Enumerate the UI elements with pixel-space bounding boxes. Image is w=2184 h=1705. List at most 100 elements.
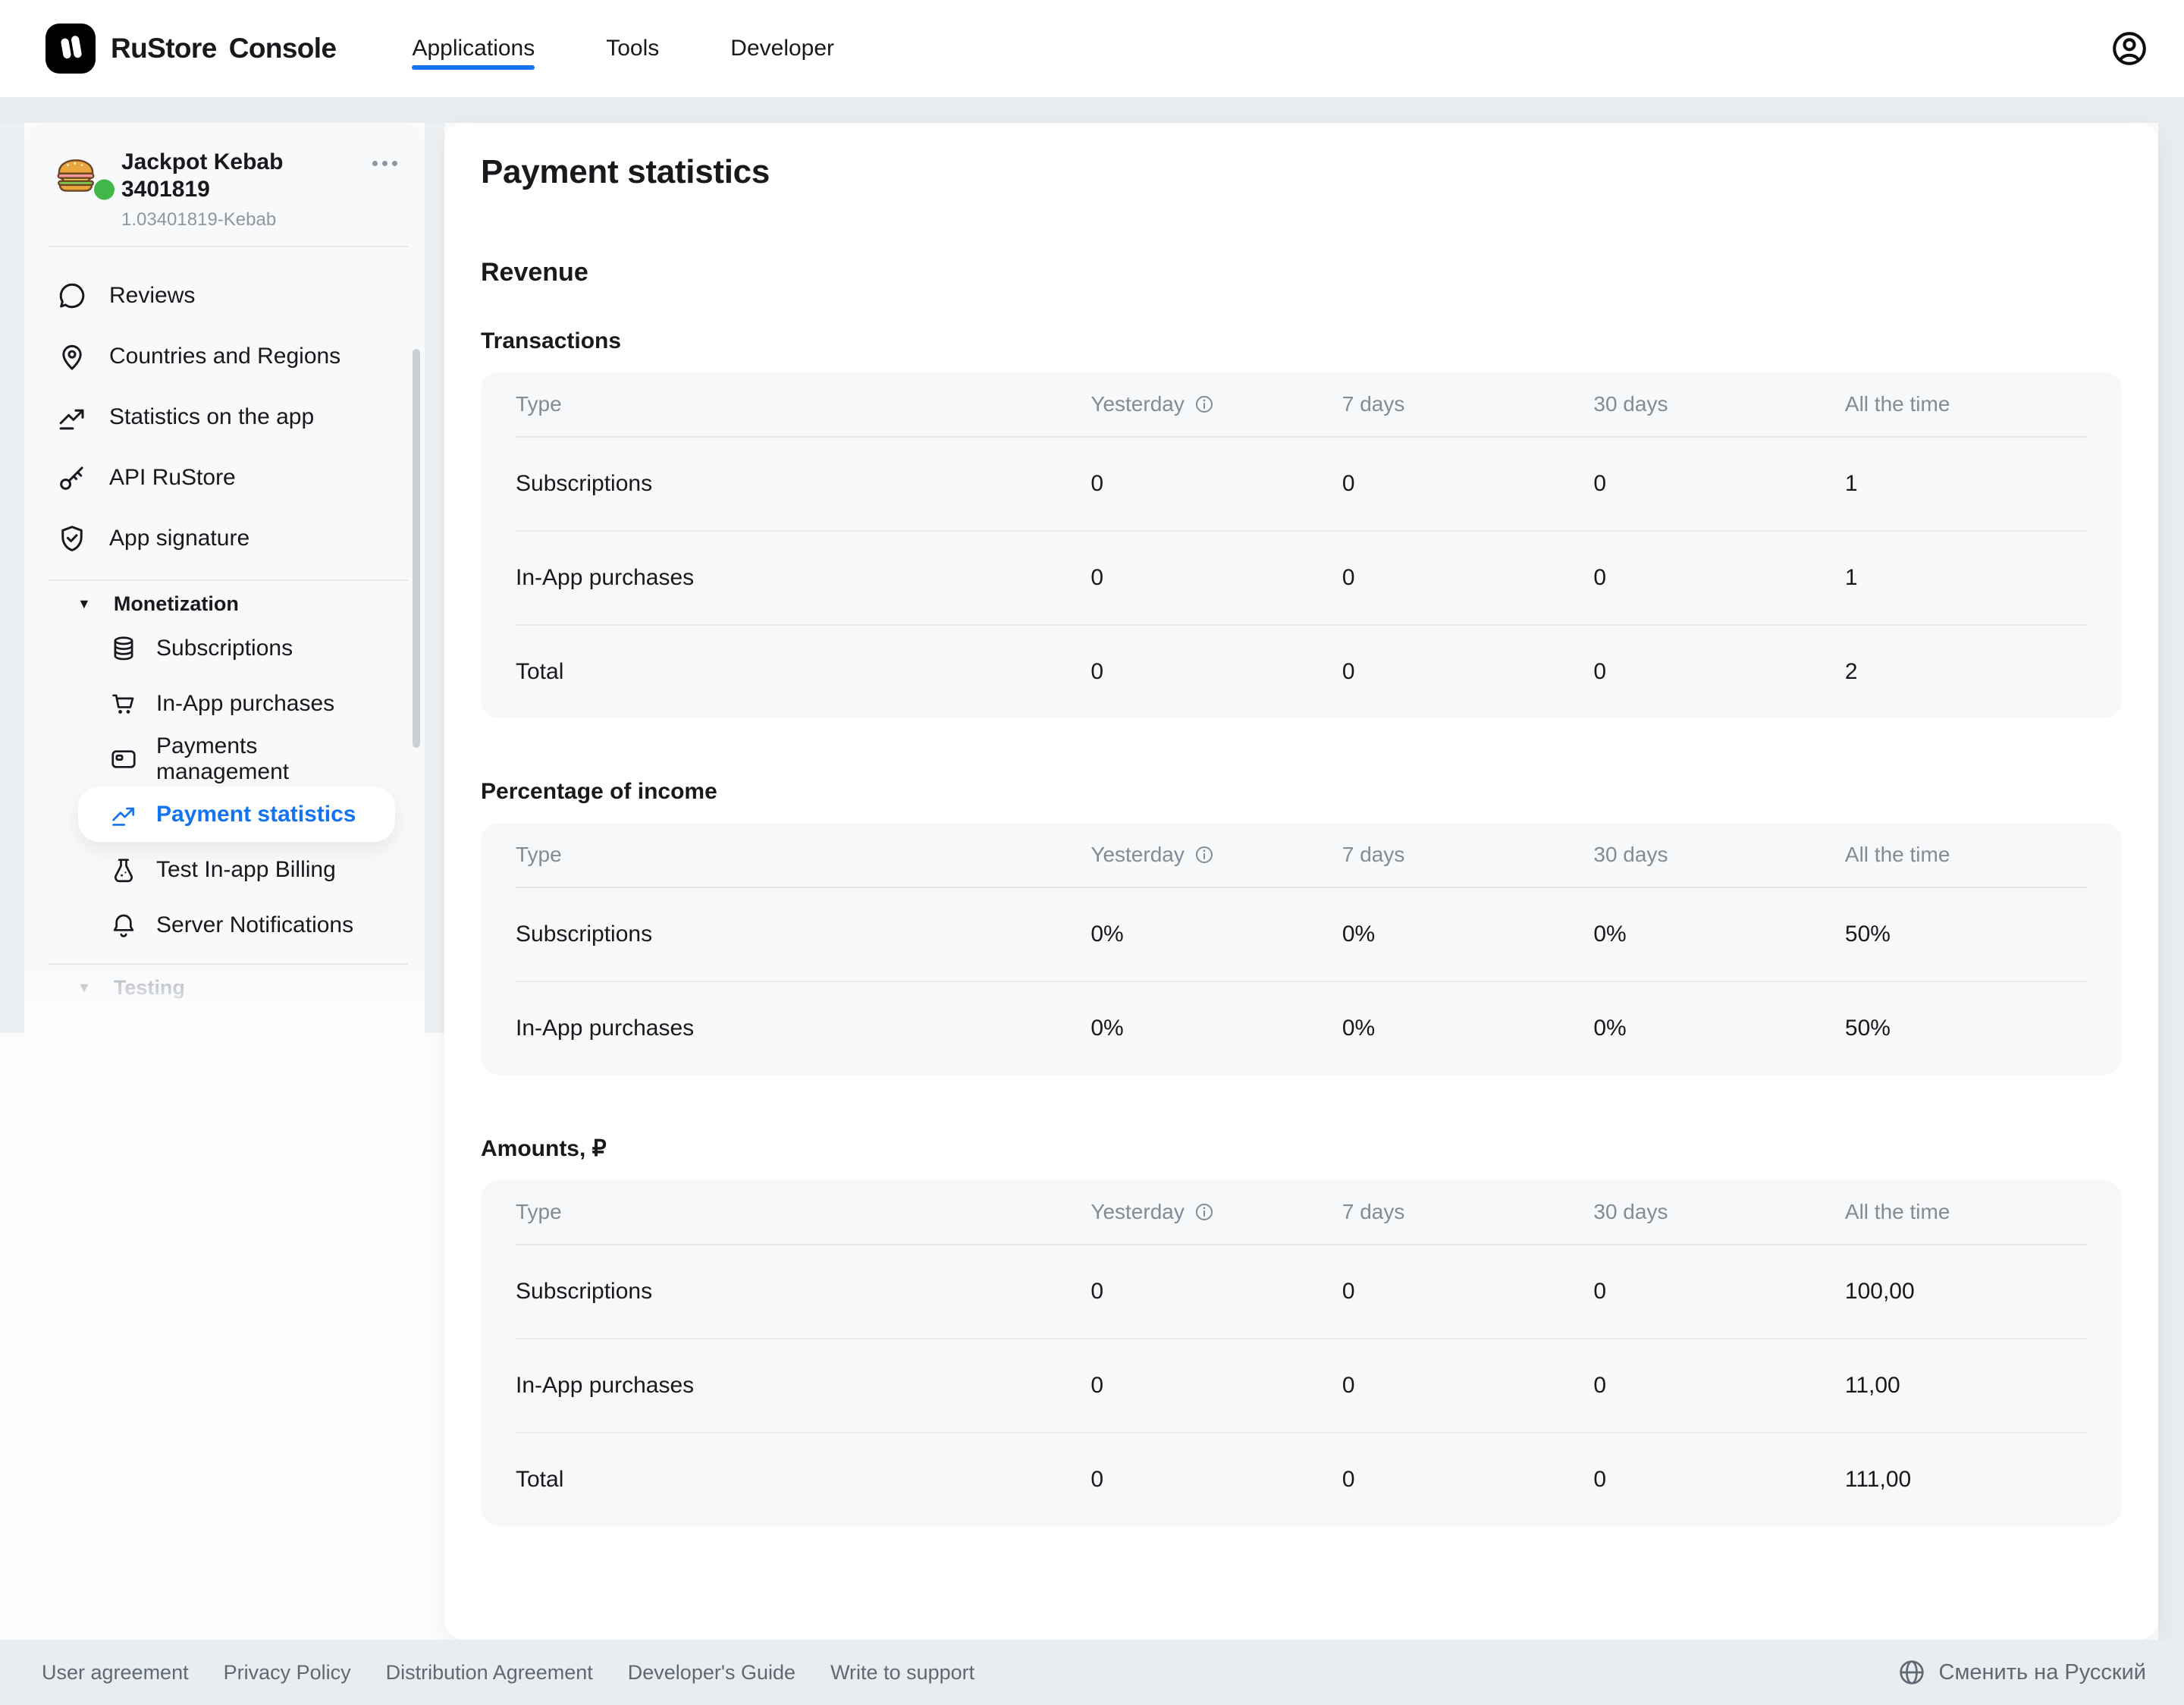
cell-type: In-App purchases [516, 1373, 695, 1398]
column-header-7-days: 7 days [1342, 843, 1594, 867]
sidebar-item-subscriptions[interactable]: Subscriptions [78, 620, 395, 676]
cell-value: 0 [1341, 659, 1355, 684]
cell-value: 0 [1090, 1373, 1104, 1398]
table-row: Total 0 0 0 2 [516, 626, 2087, 718]
table-section-amounts: Amounts, ₽ Type Yesterday 7 days 30 days All … [481, 1135, 2122, 1526]
sidebar-item-label: Reviews [109, 283, 196, 308]
language-switcher[interactable]: Сменить на Русский [1897, 1657, 2146, 1688]
sidebar-item-label: API RuStore [109, 465, 236, 490]
cell-type: In-App purchases [516, 1016, 695, 1041]
cell-value: 0% [1090, 922, 1124, 947]
sidebar-item-test-in-app-billing[interactable]: Test In-app Billing [78, 842, 395, 897]
sidebar-item-app-signature[interactable]: App signature [24, 508, 425, 569]
column-header-type: Type [516, 392, 1090, 416]
column-header-label: 30 days [1593, 1200, 1668, 1223]
table-card: Type Yesterday 7 days 30 days All the time Su… [481, 823, 2122, 1075]
cell-type: Total [516, 1467, 564, 1492]
main-nav: Applications Tools Developer [412, 0, 834, 97]
cell-value: 0 [1090, 1279, 1104, 1304]
footer-link-user-agreement[interactable]: User agreement [42, 1660, 189, 1684]
cell-value: 111,00 [1844, 1467, 1912, 1492]
info-icon[interactable] [1194, 844, 1215, 865]
column-header-7-days: 7 days [1342, 1200, 1594, 1224]
cell-value: 0 [1090, 471, 1104, 496]
sidebar-item-countries-and-regions[interactable]: Countries and Regions [24, 326, 425, 387]
app-info: Jackpot Kebab 3401819 1.03401819-Kebab [94, 149, 284, 231]
column-header-30-days: 30 days [1593, 1200, 1845, 1224]
nav-developer[interactable]: Developer [730, 0, 834, 97]
nav-applications[interactable]: Applications [412, 0, 535, 97]
sidebar-item-payments-management[interactable]: Payments management [78, 731, 395, 787]
main-panel: Payment statistics Revenue Transactions T… [444, 123, 2158, 1640]
credit-card-icon [109, 745, 138, 774]
column-header-7-days: 7 days [1342, 392, 1594, 416]
account-icon[interactable] [2109, 28, 2150, 69]
column-header-type: Type [516, 1200, 1090, 1224]
key-icon [56, 462, 88, 494]
cell-value: 0 [1090, 565, 1104, 590]
cell-type: Total [516, 659, 564, 684]
column-header-label: Yesterday [1090, 392, 1185, 416]
cell-value: 1 [1844, 471, 1858, 496]
column-header-all-the-time: All the time [1845, 843, 2087, 867]
sidebar-section-testing[interactable]: ▼ Testing [24, 971, 425, 1004]
rustore-logo-icon [46, 24, 96, 74]
sidebar-item-reviews[interactable]: Reviews [24, 265, 425, 326]
cell-value: 1 [1844, 565, 1858, 590]
content-area: Jackpot Kebab 3401819 1.03401819-Kebab R… [0, 123, 2184, 1640]
app-header: RuStore Console Applications Tools Develop… [0, 0, 2184, 97]
sidebar-item-server-notifications[interactable]: Server Notifications [78, 897, 395, 953]
cell-value: 0% [1341, 922, 1376, 947]
footer-link-privacy-policy[interactable]: Privacy Policy [223, 1660, 351, 1684]
table-card: Type Yesterday 7 days 30 days All the time Su… [481, 372, 2122, 718]
column-header-type: Type [516, 843, 1090, 867]
sidebar-divider [49, 579, 408, 581]
column-header-label: 30 days [1593, 392, 1668, 416]
column-header-yesterday: Yesterday [1090, 843, 1342, 867]
cell-type: Subscriptions [516, 471, 653, 496]
app-name-line1: Jackpot Kebab [121, 149, 284, 174]
sidebar-item-label: In-App purchases [156, 690, 335, 716]
sidebar-item-payment-statistics[interactable]: Payment statistics [78, 787, 395, 842]
info-icon[interactable] [1194, 394, 1215, 415]
sidebar-divider [49, 246, 408, 247]
cell-value: 50% [1844, 1016, 1891, 1041]
trend-up-icon [56, 401, 88, 433]
right-gutter [2158, 123, 2184, 1640]
column-header-30-days: 30 days [1593, 843, 1845, 867]
sidebar-divider [49, 963, 408, 965]
footer-link-developer-s-guide[interactable]: Developer's Guide [627, 1660, 796, 1684]
column-header-label: 30 days [1593, 843, 1668, 866]
section-label: Testing [113, 975, 185, 999]
sidebar-item-in-app-purchases[interactable]: In-App purchases [78, 676, 395, 731]
brand[interactable]: RuStore Console [46, 24, 337, 74]
app-name-line2: 3401819 [94, 176, 283, 203]
nav-tools[interactable]: Tools [606, 0, 659, 97]
app-package-id: 1.03401819-Kebab [121, 209, 277, 230]
footer-link-write-to-support[interactable]: Write to support [830, 1660, 975, 1684]
sidebar-scrollbar[interactable] [413, 349, 420, 748]
cell-value: 0% [1341, 1016, 1376, 1041]
revenue-heading: Revenue [481, 258, 588, 287]
info-icon[interactable] [1194, 1201, 1215, 1223]
column-header-label: 7 days [1341, 843, 1405, 866]
sidebar-section-monetization[interactable]: ▼ Monetization [24, 587, 425, 620]
table-title: Percentage of income [481, 779, 717, 804]
cell-type: In-App purchases [516, 565, 695, 590]
sidebar-item-api-rustore[interactable]: API RuStore [24, 447, 425, 508]
sidebar-item-statistics-on-the-app[interactable]: Statistics on the app [24, 387, 425, 447]
language-label: Сменить на Русский [1938, 1659, 2146, 1685]
cell-value: 0% [1593, 922, 1627, 947]
shield-check-icon [56, 523, 88, 554]
column-header-label: Type [516, 392, 562, 416]
cell-value: 0 [1341, 1373, 1355, 1398]
header-separator-band [0, 97, 2184, 123]
cell-value: 0 [1090, 659, 1104, 684]
footer-link-distribution-agreement[interactable]: Distribution Agreement [385, 1660, 593, 1684]
app-icon-burger [55, 153, 97, 196]
triangle-down-icon: ▼ [77, 980, 91, 995]
sidebar-item-label: Statistics on the app [109, 404, 315, 429]
app-menu-ellipsis-button[interactable] [366, 155, 403, 172]
brand-name: RuStore [111, 33, 217, 64]
